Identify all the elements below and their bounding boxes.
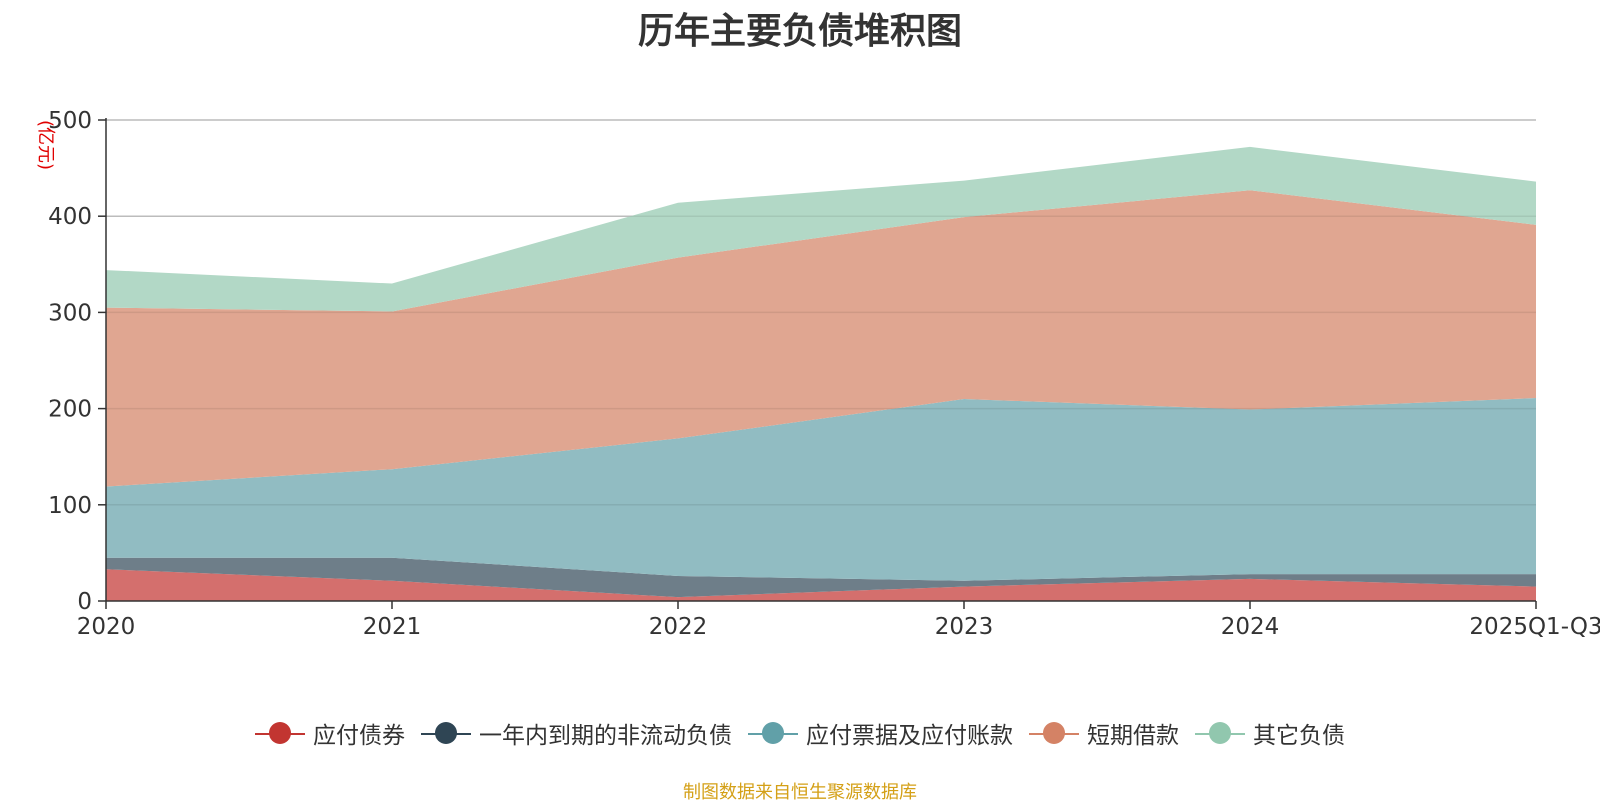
- legend-marker-icon: [1029, 722, 1079, 744]
- legend-item-2[interactable]: 一年内到期的非流动负债: [421, 716, 732, 750]
- legend: 应付债券 一年内到期的非流动负债 应付票据及应付账款 短期借款 其它负债: [0, 716, 1600, 750]
- legend-marker-icon: [1195, 722, 1245, 744]
- area-series-5: [106, 146, 1536, 312]
- legend-item-3[interactable]: 应付票据及应付账款: [748, 716, 1013, 750]
- y-tick-label: 400: [48, 204, 92, 230]
- y-tick-label: 100: [48, 493, 92, 519]
- area-series-1: [106, 569, 1536, 601]
- legend-label: 短期借款: [1087, 723, 1179, 749]
- legend-label: 其它负债: [1253, 723, 1345, 749]
- legend-item-4[interactable]: 短期借款: [1029, 716, 1179, 750]
- y-tick-label: 0: [77, 589, 92, 615]
- area-series-2: [106, 557, 1536, 598]
- x-tick-label: 2025Q1-Q3: [1469, 614, 1600, 640]
- legend-label: 一年内到期的非流动负债: [479, 723, 732, 749]
- x-tick-label: 2023: [935, 614, 994, 640]
- x-tick-label: 2024: [1221, 614, 1280, 640]
- x-tick-label: 2021: [363, 614, 422, 640]
- x-tick-label: 2020: [77, 614, 136, 640]
- legend-item-1[interactable]: 应付债券: [255, 716, 405, 750]
- chart-title: 历年主要负债堆积图: [637, 11, 962, 52]
- y-tick-label: 200: [48, 397, 92, 423]
- x-tick-label: 2022: [649, 614, 708, 640]
- legend-label: 应付票据及应付账款: [806, 723, 1013, 749]
- area-series-4: [106, 190, 1536, 487]
- legend-marker-icon: [748, 722, 798, 744]
- legend-marker-icon: [421, 722, 471, 744]
- legend-item-5[interactable]: 其它负债: [1195, 716, 1345, 750]
- area-series-3: [106, 398, 1536, 581]
- y-axis-unit-label: (亿元): [35, 120, 56, 170]
- legend-label: 应付债券: [313, 723, 405, 749]
- legend-marker-icon: [255, 722, 305, 744]
- y-tick-label: 500: [48, 108, 92, 134]
- source-note: 制图数据来自恒生聚源数据库: [683, 782, 917, 803]
- y-tick-label: 300: [48, 300, 92, 326]
